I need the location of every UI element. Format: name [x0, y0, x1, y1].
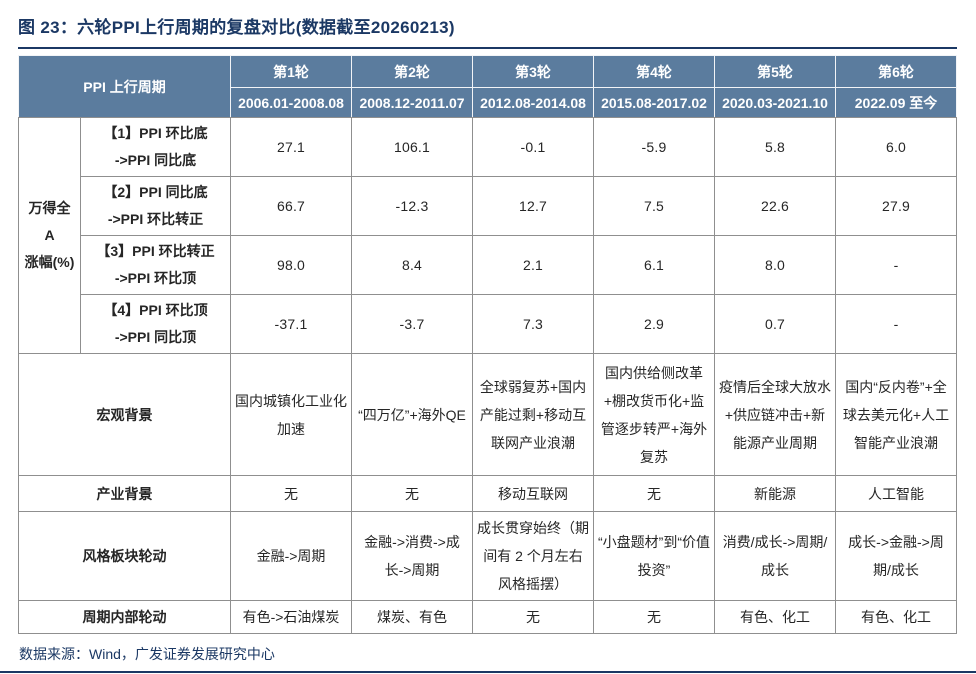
stat-value-cell: 98.0: [230, 235, 352, 295]
group-label-line1: 万得全 A: [28, 200, 71, 243]
macro-background-row: 宏观背景 国内城镇化工业化加速 “四万亿”+海外QE 全球弱复苏+国内产能过剩+…: [18, 353, 957, 476]
figure-title: 图 23：六轮PPI上行周期的复盘对比(数据截至20260213): [18, 18, 455, 37]
context-value-cell: 成长贯穿始终（期间有 2 个月左右风格摇摆）: [472, 511, 594, 601]
round-1-period: 2006.01-2008.08: [230, 87, 352, 118]
context-value-cell: 无: [472, 600, 594, 634]
stat-row-2: 【2】PPI 同比底 ->PPI 环比转正 66.7 -12.3 12.7 7.…: [19, 176, 957, 236]
context-value-cell: 全球弱复苏+国内产能过剩+移动互联网产业浪潮: [472, 353, 594, 476]
round-1-header: 第1轮: [230, 55, 352, 88]
cycle-internal-rotation-label: 周期内部轮动: [18, 600, 231, 634]
stat-value-cell: 0.7: [714, 294, 836, 354]
bottom-divider: [0, 671, 976, 673]
stat-row-3: 【3】PPI 环比转正 ->PPI 环比顶 98.0 8.4 2.1 6.1 8…: [19, 235, 957, 295]
context-value-cell: 国内“反内卷”+全球去美元化+人工智能产业浪潮: [835, 353, 957, 476]
stat-value-cell: 6.1: [593, 235, 715, 295]
context-value-cell: 无: [351, 475, 473, 512]
context-value-cell: 有色、化工: [714, 600, 836, 634]
stat-value-cell: -: [835, 235, 957, 295]
context-value-cell: “小盘题材”到“价值投资”: [593, 511, 715, 601]
stat-row-1-label: 【1】PPI 环比底 ->PPI 同比底: [80, 117, 231, 177]
round-3-period: 2012.08-2014.08: [472, 87, 594, 118]
group-label-line2: 涨幅(%): [24, 254, 75, 270]
stat-row-1: 万得全 A 涨幅(%) 【1】PPI 环比底 ->PPI 同比底 27.1 10…: [18, 117, 957, 354]
stat-value-cell: 7.3: [472, 294, 594, 354]
macro-background-label: 宏观背景: [18, 353, 231, 476]
context-value-cell: 疫情后全球大放水+供应链冲击+新能源产业周期: [714, 353, 836, 476]
stat-value-cell: 66.7: [230, 176, 352, 236]
round-2-period: 2008.12-2011.07: [351, 87, 473, 118]
ppi-cycles-comparison-table: PPI 上行周期 第1轮 第2轮 第3轮 第4轮 第5轮 第6轮 2006.01…: [18, 55, 957, 634]
stat-value-cell: 5.8: [714, 117, 836, 177]
row-group-label: 万得全 A 涨幅(%): [18, 117, 81, 354]
stat-value-cell: 22.6: [714, 176, 836, 236]
context-value-cell: 国内供给侧改革+棚改货币化+监管逐步转严+海外复苏: [593, 353, 715, 476]
context-value-cell: 新能源: [714, 475, 836, 512]
round-3-header: 第3轮: [472, 55, 594, 88]
stat-value-cell: 8.4: [351, 235, 473, 295]
context-value-cell: 消费/成长->周期/成长: [714, 511, 836, 601]
stat-row-3-label: 【3】PPI 环比转正 ->PPI 环比顶: [80, 235, 231, 295]
stat-value-cell: -37.1: [230, 294, 352, 354]
context-value-cell: 无: [593, 600, 715, 634]
stat-value-cell: 2.9: [593, 294, 715, 354]
context-value-cell: 金融->消费->成长->周期: [351, 511, 473, 601]
context-value-cell: 国内城镇化工业化加速: [230, 353, 352, 476]
header-row-rounds: PPI 上行周期 第1轮 第2轮 第3轮 第4轮 第5轮 第6轮: [18, 55, 957, 118]
round-5-period: 2020.03-2021.10: [714, 87, 836, 118]
context-value-cell: 无: [593, 475, 715, 512]
context-value-cell: 有色、化工: [835, 600, 957, 634]
stat-value-cell: 27.9: [835, 176, 957, 236]
stat-value-cell: -0.1: [472, 117, 594, 177]
context-value-cell: 人工智能: [835, 475, 957, 512]
stat-value-cell: 12.7: [472, 176, 594, 236]
title-divider: [18, 47, 957, 49]
industry-background-label: 产业背景: [18, 475, 231, 512]
stat-value-cell: 7.5: [593, 176, 715, 236]
round-6-period: 2022.09 至今: [835, 87, 957, 118]
source-note: 数据来源：Wind，广发证券发展研究中心: [19, 646, 275, 662]
stat-value-cell: 2.1: [472, 235, 594, 295]
style-rotation-label: 风格板块轮动: [18, 511, 231, 601]
context-value-cell: 无: [230, 475, 352, 512]
round-4-period: 2015.08-2017.02: [593, 87, 715, 118]
context-value-cell: 金融->周期: [230, 511, 352, 601]
context-value-cell: 移动互联网: [472, 475, 594, 512]
stat-value-cell: 106.1: [351, 117, 473, 177]
context-value-cell: 有色->石油煤炭: [230, 600, 352, 634]
corner-header: PPI 上行周期: [18, 55, 231, 118]
context-value-cell: 成长->金融->周期/成长: [835, 511, 957, 601]
stat-value-cell: -12.3: [351, 176, 473, 236]
stat-value-cell: -: [835, 294, 957, 354]
cycle-internal-rotation-row: 周期内部轮动 有色->石油煤炭 煤炭、有色 无 无 有色、化工 有色、化工: [18, 600, 957, 634]
round-4-header: 第4轮: [593, 55, 715, 88]
style-rotation-row: 风格板块轮动 金融->周期 金融->消费->成长->周期 成长贯穿始终（期间有 …: [18, 511, 957, 601]
stat-value-cell: -5.9: [593, 117, 715, 177]
stat-value-cell: 6.0: [835, 117, 957, 177]
stat-value-cell: -3.7: [351, 294, 473, 354]
round-2-header: 第2轮: [351, 55, 473, 88]
round-5-header: 第5轮: [714, 55, 836, 88]
stat-row-4-label: 【4】PPI 环比顶 ->PPI 同比顶: [80, 294, 231, 354]
context-value-cell: 煤炭、有色: [351, 600, 473, 634]
context-value-cell: “四万亿”+海外QE: [351, 353, 473, 476]
round-6-header: 第6轮: [835, 55, 957, 88]
stat-value-cell: 27.1: [230, 117, 352, 177]
header-row-periods: 2006.01-2008.08 2008.12-2011.07 2012.08-…: [19, 87, 957, 118]
stat-row-2-label: 【2】PPI 同比底 ->PPI 环比转正: [80, 176, 231, 236]
stat-value-cell: 8.0: [714, 235, 836, 295]
stat-row-4: 【4】PPI 环比顶 ->PPI 同比顶 -37.1 -3.7 7.3 2.9 …: [19, 294, 957, 354]
industry-background-row: 产业背景 无 无 移动互联网 无 新能源 人工智能: [18, 475, 957, 512]
